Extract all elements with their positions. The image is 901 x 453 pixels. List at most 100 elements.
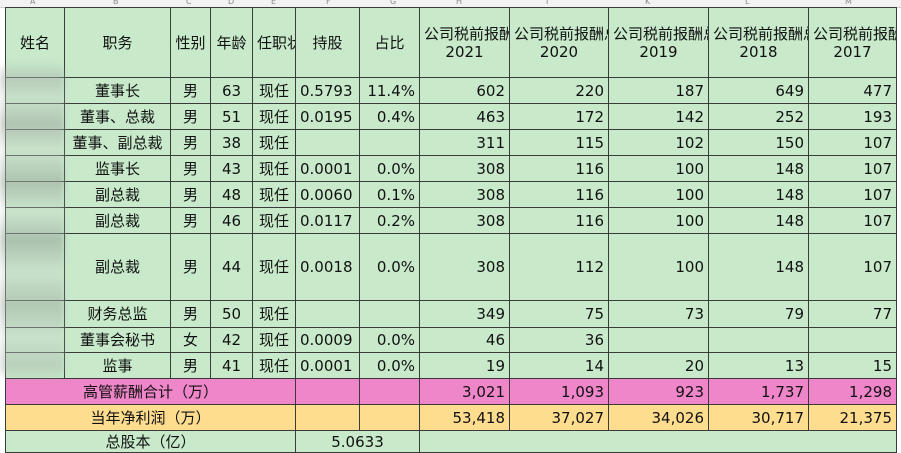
name-cell[interactable] [5, 155, 65, 182]
age-cell[interactable]: 51 [210, 103, 253, 130]
holdings-cell[interactable]: 0.5793 [295, 77, 360, 104]
gender-cell[interactable]: 男 [170, 181, 211, 208]
pay-cell[interactable]: 100 [608, 207, 709, 234]
pay-cell[interactable]: 116 [509, 181, 609, 208]
pay-cell[interactable]: 107 [808, 181, 897, 208]
pay-cell[interactable]: 19 [419, 352, 510, 379]
pay-cell[interactable]: 107 [808, 129, 897, 156]
name-cell[interactable] [5, 103, 65, 130]
pay-cell[interactable]: 100 [608, 233, 709, 301]
profit-cell[interactable]: 37,027 [509, 404, 609, 431]
ratio-cell[interactable]: 0.2% [359, 207, 420, 234]
pay-cell[interactable]: 187 [608, 77, 709, 104]
pay-cell[interactable]: 112 [509, 233, 609, 301]
pay-cell[interactable]: 20 [608, 352, 709, 379]
holdings-cell[interactable]: 0.0001 [295, 155, 360, 182]
pay-cell[interactable] [708, 327, 809, 353]
age-cell[interactable]: 42 [210, 327, 253, 353]
profit-cell[interactable]: 21,375 [808, 404, 897, 431]
gender-cell[interactable]: 男 [170, 352, 211, 379]
gender-cell[interactable]: 男 [170, 103, 211, 130]
header-pay-cell[interactable]: 公司税前报酬总额2017 [808, 7, 897, 78]
ratio-cell[interactable]: 0.0% [359, 352, 420, 379]
total-cell[interactable]: 1,298 [808, 378, 897, 405]
age-cell[interactable]: 41 [210, 352, 253, 379]
total-cell[interactable]: 1,093 [509, 378, 609, 405]
pay-cell[interactable]: 142 [608, 103, 709, 130]
total-cell[interactable]: 923 [608, 378, 709, 405]
position-cell[interactable]: 财务总监 [64, 300, 171, 328]
pay-cell[interactable]: 148 [708, 207, 809, 234]
age-cell[interactable]: 43 [210, 155, 253, 182]
column-letter[interactable]: A [30, 0, 36, 6]
pay-cell[interactable]: 148 [708, 233, 809, 301]
gender-cell[interactable]: 男 [170, 155, 211, 182]
age-cell[interactable]: 63 [210, 77, 253, 104]
pay-cell[interactable]: 148 [708, 155, 809, 182]
column-letter[interactable]: I [546, 0, 549, 6]
empty-cell[interactable] [295, 404, 360, 431]
pay-cell[interactable]: 311 [419, 129, 510, 156]
pay-cell[interactable]: 148 [708, 181, 809, 208]
age-cell[interactable]: 38 [210, 129, 253, 156]
status-cell[interactable]: 现任 [252, 181, 296, 208]
profit-cell[interactable]: 34,026 [608, 404, 709, 431]
status-cell[interactable]: 现任 [252, 327, 296, 353]
column-letter[interactable]: L [745, 0, 750, 6]
column-letter[interactable]: G [390, 0, 397, 6]
empty-cell[interactable] [359, 378, 420, 405]
gender-cell[interactable]: 男 [170, 77, 211, 104]
total-shares-value[interactable]: 5.0633 [295, 430, 420, 453]
ratio-cell[interactable]: 0.0% [359, 155, 420, 182]
position-cell[interactable]: 监事 [64, 352, 171, 379]
position-cell[interactable]: 副总裁 [64, 207, 171, 234]
header-pay-cell[interactable]: 公司税前报酬总额2018 [708, 7, 809, 78]
header-ratio-cell[interactable]: 占比 [359, 7, 420, 78]
position-cell[interactable]: 董事长 [64, 77, 171, 104]
position-cell[interactable]: 董事、副总裁 [64, 129, 171, 156]
pay-cell[interactable]: 102 [608, 129, 709, 156]
header-name-cell[interactable]: 姓名 [5, 7, 65, 78]
holdings-cell[interactable]: 0.0009 [295, 327, 360, 353]
column-letter[interactable]: C [186, 0, 192, 6]
total-cell[interactable]: 3,021 [419, 378, 510, 405]
position-cell[interactable]: 副总裁 [64, 181, 171, 208]
status-cell[interactable]: 现任 [252, 129, 296, 156]
pay-cell[interactable]: 308 [419, 233, 510, 301]
header-holdings-cell[interactable]: 持股 [295, 7, 360, 78]
pay-cell[interactable]: 308 [419, 207, 510, 234]
header-pay-cell[interactable]: 公司税前报酬总额2020 [509, 7, 609, 78]
total-shares-label[interactable]: 总股本（亿） [5, 430, 296, 453]
name-cell[interactable] [5, 233, 65, 301]
gender-cell[interactable]: 男 [170, 300, 211, 328]
ratio-cell[interactable]: 0.4% [359, 103, 420, 130]
net-profit-label[interactable]: 当年净利润（万） [5, 404, 296, 431]
pay-cell[interactable]: 463 [419, 103, 510, 130]
name-cell[interactable] [5, 181, 65, 208]
pay-cell[interactable]: 115 [509, 129, 609, 156]
name-cell[interactable] [5, 352, 65, 379]
name-cell[interactable] [5, 129, 65, 156]
pay-cell[interactable]: 116 [509, 155, 609, 182]
holdings-cell[interactable]: 0.0001 [295, 352, 360, 379]
position-cell[interactable]: 董事会秘书 [64, 327, 171, 353]
pay-cell[interactable]: 36 [509, 327, 609, 353]
ratio-cell[interactable]: 0.0% [359, 327, 420, 353]
holdings-cell[interactable] [295, 300, 360, 328]
pay-cell[interactable]: 116 [509, 207, 609, 234]
pay-cell[interactable] [608, 327, 709, 353]
pay-cell[interactable] [808, 327, 897, 353]
pay-cell[interactable]: 308 [419, 181, 510, 208]
header-gender-cell[interactable]: 性别 [170, 7, 211, 78]
ratio-cell[interactable]: 0.0% [359, 233, 420, 301]
pay-cell[interactable]: 107 [808, 233, 897, 301]
pay-cell[interactable]: 150 [708, 129, 809, 156]
pay-cell[interactable]: 79 [708, 300, 809, 328]
pay-cell[interactable]: 602 [419, 77, 510, 104]
empty-cell[interactable] [359, 404, 420, 431]
status-cell[interactable]: 现任 [252, 103, 296, 130]
pay-cell[interactable]: 107 [808, 155, 897, 182]
total-compensation-label[interactable]: 高管薪酬合计（万） [5, 378, 296, 405]
pay-cell[interactable]: 349 [419, 300, 510, 328]
pay-cell[interactable]: 73 [608, 300, 709, 328]
